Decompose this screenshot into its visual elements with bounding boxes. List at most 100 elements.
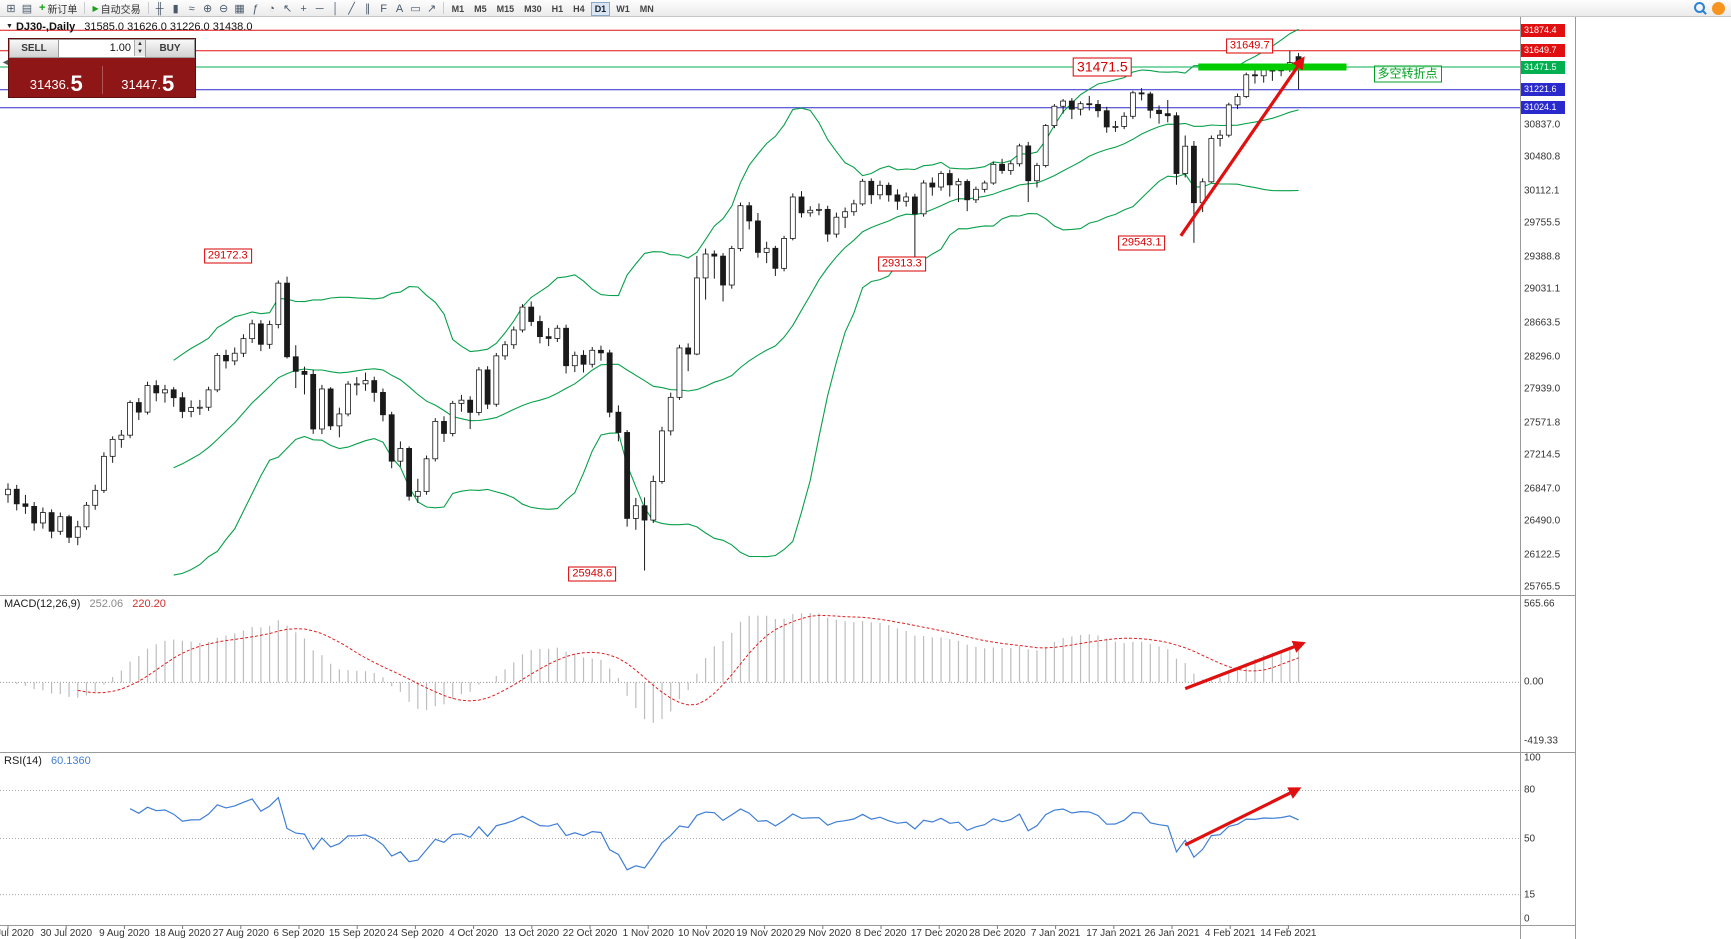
stepper-up-icon[interactable]: ▲ [134,40,145,48]
price-tick: 29031.1 [1524,283,1561,295]
timeframe-m5[interactable]: M5 [474,4,487,14]
symbol-dropdown-icon[interactable]: ▼ [6,23,13,30]
annotation[interactable]: 29543.1 [1117,235,1166,251]
volume-stepper[interactable]: ▲ ▼ [134,40,145,57]
trend-arrow[interactable] [1184,787,1302,847]
buy-price-main: 31447. [121,77,161,92]
annotation[interactable]: 31471.5 [1073,57,1132,77]
price-divider [101,66,103,94]
ohlc-values: 31585.0 31626.0 31226.0 31438.0 [84,21,253,33]
timeframe-h4[interactable]: H4 [573,4,585,14]
timeframe-m15[interactable]: M15 [496,4,515,14]
price-tick: 26122.5 [1524,549,1561,561]
annotation[interactable]: 29313.3 [877,256,926,272]
indicators-icon[interactable]: ƒ [252,3,259,15]
timeframe-m30[interactable]: M30 [524,4,542,14]
macd-main-value: 252.06 [89,598,124,610]
price-tick: 29755.5 [1524,217,1561,229]
one-click-trading-panel: SELL 1.00 ▲ ▼ BUY 31436. 5 31447. 5 [8,38,196,98]
arrows-icon[interactable]: ↗ [426,3,437,15]
trend-arrow[interactable] [1184,640,1306,691]
sell-button[interactable]: SELL [9,39,59,58]
toolbar-separator [84,2,86,14]
auto-trading-button[interactable]: ▶ 自动交易 [88,1,144,16]
periods-icon[interactable]: ◔ [268,3,275,15]
cursor-icon[interactable]: ↖ [282,3,293,15]
right-blank-panel [1576,17,1731,939]
macd-scale-label: 565.66 [1524,598,1555,610]
zoom-in-icon[interactable]: ⊕ [202,3,213,15]
chart-profiles-icon[interactable]: ▤ [21,3,33,15]
fibonacci-icon[interactable]: F [380,3,387,15]
zoom-out-icon[interactable]: ⊖ [218,3,229,15]
date-label: 17 Dec 2020 [910,928,968,939]
date-label: 30 Jul 2020 [40,928,93,939]
buy-button[interactable]: BUY [145,39,195,58]
timeframe-w1[interactable]: W1 [616,4,630,14]
date-label: 9 Aug 2020 [99,928,150,939]
date-label: 4 Feb 2021 [1204,928,1256,939]
new-order-button[interactable]: + 新订单 [35,1,81,16]
highlight-bar[interactable] [1198,63,1347,71]
tile-windows-icon[interactable]: ▦ [234,3,245,15]
price-tick: 26847.0 [1524,483,1561,495]
equidistant-channel-icon[interactable]: ∥ [364,3,371,15]
new-chart-icon[interactable]: ⊞ [6,3,16,15]
trend-arrow[interactable] [1179,56,1305,237]
annotation[interactable]: 31649.7 [1225,38,1274,54]
volume-value[interactable]: 1.00 [109,42,131,54]
date-label: 18 Aug 2020 [154,928,211,939]
play-icon: ▶ [92,3,99,13]
rsi-value: 60.1360 [50,755,91,767]
trendline-icon[interactable]: ╱ [348,3,355,15]
date-label: 28 Dec 2020 [969,928,1026,939]
symbol-period-label: DJ30-,Daily [15,21,76,33]
price-tick: 27939.0 [1524,383,1561,395]
date-label: 19 Nov 2020 [736,928,793,939]
timeframe-mn[interactable]: MN [639,4,654,14]
text-icon[interactable]: A [395,3,404,15]
timeframe-m1[interactable]: M1 [451,4,465,14]
rsi-label: RSI(14) 60.1360 [4,755,91,767]
candlestick-chart-icon[interactable]: ▮ [172,3,179,15]
new-order-label: 新订单 [47,4,78,16]
crosshair-icon[interactable]: + [300,3,307,15]
text-label-icon[interactable]: ▭ [410,3,421,15]
price-level-badge: 31874.4 [1521,23,1565,37]
buy-price: 31447. 5 [103,73,194,95]
bar-chart-icon[interactable]: ╫ [155,3,164,15]
macd-scale-label: -419.33 [1524,735,1558,747]
date-label: 13 Oct 2020 [504,928,560,939]
timeframe-d1[interactable]: D1 [590,2,611,16]
date-label: 24 Sep 2020 [387,928,444,939]
line-chart-icon[interactable]: ≈ [188,3,195,15]
price-tick: 29388.8 [1524,251,1561,263]
volume-input[interactable]: 1.00 ▲ ▼ [59,39,145,58]
rsi-name: RSI(14) [4,755,42,767]
date-label: 26 Jan 2021 [1144,928,1200,939]
timeframe-h1[interactable]: H1 [551,4,564,14]
rsi-line [129,796,1299,871]
vertical-line-icon[interactable]: │ [332,3,340,15]
horizontal-line-icon[interactable]: ─ [315,3,324,15]
date-label: 4 Oct 2020 [449,928,499,939]
price-level-badge: 31471.5 [1521,60,1565,74]
date-label: 1 Nov 2020 [622,928,674,939]
date-label: 10 Nov 2020 [678,928,735,939]
annotation[interactable]: 29172.3 [203,248,252,264]
toolbar: ⊞ ▤ + 新订单 ▶ 自动交易 ╫ ▮ ≈ ⊕ ⊖ ▦ ƒ ◔ ↖ + ─ │ ╱ ∥ F A ▭ ↗ M1 M5 M… [0,0,1731,17]
price-tick: 30112.1 [1524,185,1560,197]
macd-signal-value: 220.20 [132,598,166,610]
date-label: 29 Nov 2020 [794,928,852,939]
collapse-trade-panel-icon[interactable]: ◄ [1,57,10,67]
stepper-down-icon[interactable]: ▼ [134,48,145,56]
price-tick: 28296.0 [1524,351,1561,362]
candles [5,50,1302,571]
macd-histogram [7,613,1300,723]
annotation[interactable]: 25948.6 [568,566,617,582]
community-icon[interactable] [1712,1,1725,15]
annotation[interactable]: 多空转折点 [1373,65,1442,83]
search-icon[interactable] [1693,1,1708,16]
bollinger-bands [173,28,1299,576]
